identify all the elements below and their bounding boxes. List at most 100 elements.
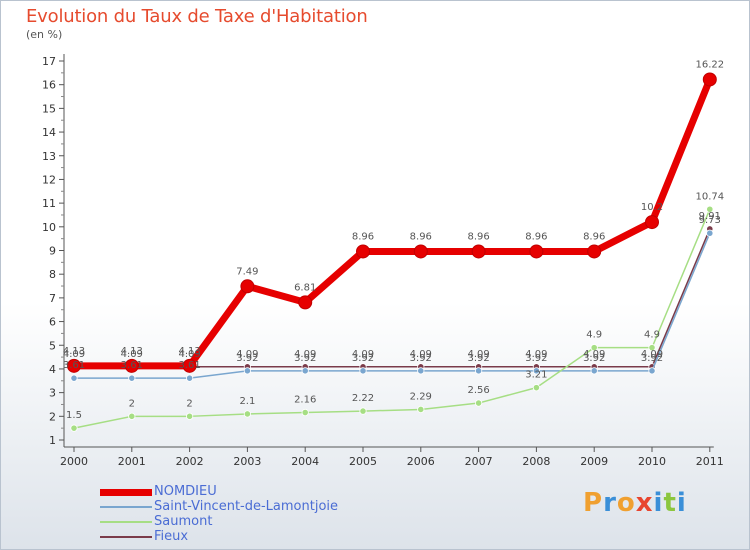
series-line-saint-vincent-de-lamontjoie: [73, 232, 711, 379]
data-label: 4.09: [410, 349, 432, 360]
logo-letter: x: [635, 488, 654, 518]
data-label: 3.92: [294, 353, 316, 364]
y-tick-label: 13: [42, 150, 56, 163]
data-label: 4.09: [178, 349, 200, 360]
data-label: 3.92: [525, 353, 547, 364]
legend-label: Fieux: [154, 529, 189, 544]
data-point: [301, 408, 309, 417]
data-point: [706, 205, 714, 213]
x-tick-label: 2011: [696, 455, 724, 468]
data-label: 8.96: [410, 231, 432, 242]
data-label: 8.96: [525, 231, 547, 242]
data-label: 8.96: [352, 231, 374, 242]
y-tick-label: 1: [49, 434, 56, 447]
data-point: [298, 295, 313, 310]
data-label: 3.92: [467, 353, 489, 364]
data-label: 3.92: [641, 353, 663, 364]
data-point: [240, 279, 255, 294]
legend-label: Saumont: [154, 514, 213, 529]
data-label: 2.22: [352, 393, 374, 404]
data-point: [532, 384, 541, 392]
y-tick-label: 12: [42, 173, 56, 186]
x-tick-label: 2002: [176, 455, 204, 468]
x-tick-label: 2006: [407, 455, 435, 468]
data-point: [474, 367, 483, 375]
data-point: [590, 344, 598, 352]
data-point: [474, 399, 483, 407]
data-point: [648, 367, 656, 375]
data-point: [182, 358, 197, 373]
data-label: 2.56: [467, 385, 489, 396]
data-label: 4.09: [63, 349, 85, 360]
logo-letter: o: [616, 488, 636, 518]
data-point: [417, 405, 425, 414]
data-point: [529, 244, 544, 259]
data-label: 3.21: [525, 370, 547, 381]
data-point: [356, 244, 370, 259]
data-label: 4.9: [586, 330, 602, 341]
data-point: [186, 374, 194, 382]
data-label: 8.96: [583, 231, 605, 242]
data-label: 10.74: [695, 191, 724, 202]
data-label: 3.92: [410, 353, 432, 364]
data-label: 2: [186, 398, 192, 409]
legend-swatch: [100, 536, 152, 538]
data-label: 4.13: [121, 346, 143, 357]
data-point: [471, 244, 486, 259]
data-label: 4.09: [467, 349, 489, 360]
data-point: [124, 358, 139, 373]
data-point: [590, 367, 598, 375]
data-point: [359, 367, 367, 375]
legend-label: Saint-Vincent-de-Lamontjoie: [154, 499, 339, 514]
data-label: 1.5: [66, 410, 82, 421]
data-point: [587, 244, 602, 259]
legend-swatch: [100, 521, 152, 523]
x-tick-label: 2009: [580, 455, 608, 468]
series-line-nomdieu: [70, 75, 714, 370]
y-tick-label: 16: [42, 79, 56, 92]
data-label: 4.09: [121, 349, 143, 360]
x-tick-label: 2008: [522, 455, 550, 468]
data-label: 2: [129, 398, 135, 409]
y-tick-label: 4: [49, 363, 56, 376]
data-label: 8.96: [467, 231, 489, 242]
data-label: 3.92: [352, 353, 374, 364]
data-point: [648, 344, 656, 352]
legend-swatch: [100, 488, 152, 496]
logo-letter: t: [663, 488, 677, 518]
x-tick-label: 2000: [60, 455, 88, 468]
data-point: [67, 358, 81, 373]
y-tick-label: 9: [49, 245, 56, 258]
y-tick-label: 14: [42, 126, 56, 139]
data-label: 3.92: [236, 353, 258, 364]
logo-letter: i: [653, 488, 664, 518]
data-label: 4.09: [352, 349, 374, 360]
logo-letter: P: [583, 488, 604, 518]
data-label: 4.09: [236, 349, 258, 360]
y-tick-label: 11: [42, 197, 56, 210]
y-tick-label: 17: [42, 55, 56, 68]
x-tick-label: 2005: [349, 455, 377, 468]
series-line-saumont: [73, 208, 711, 429]
legend-swatch: [100, 506, 152, 508]
data-label: 2.16: [294, 395, 316, 406]
y-tick-label: 2: [49, 410, 56, 423]
x-tick-label: 2001: [118, 455, 146, 468]
data-label: 4.9: [644, 330, 660, 341]
data-point: [417, 367, 425, 375]
data-point: [70, 374, 78, 382]
x-tick-label: 2004: [291, 455, 319, 468]
y-tick-label: 15: [42, 102, 56, 115]
legend-label: NOMDIEU: [154, 484, 217, 499]
y-tick-label: 10: [42, 221, 56, 234]
data-point: [359, 407, 367, 415]
x-tick-label: 2003: [233, 455, 261, 468]
data-label: 4.09: [525, 349, 547, 360]
data-label: 2.29: [410, 391, 432, 402]
data-label: 9.91: [699, 211, 721, 222]
y-tick-label: 8: [49, 268, 56, 281]
data-point: [532, 367, 541, 375]
data-label: 9.73: [699, 215, 721, 226]
data-label: 4.13: [178, 346, 200, 357]
